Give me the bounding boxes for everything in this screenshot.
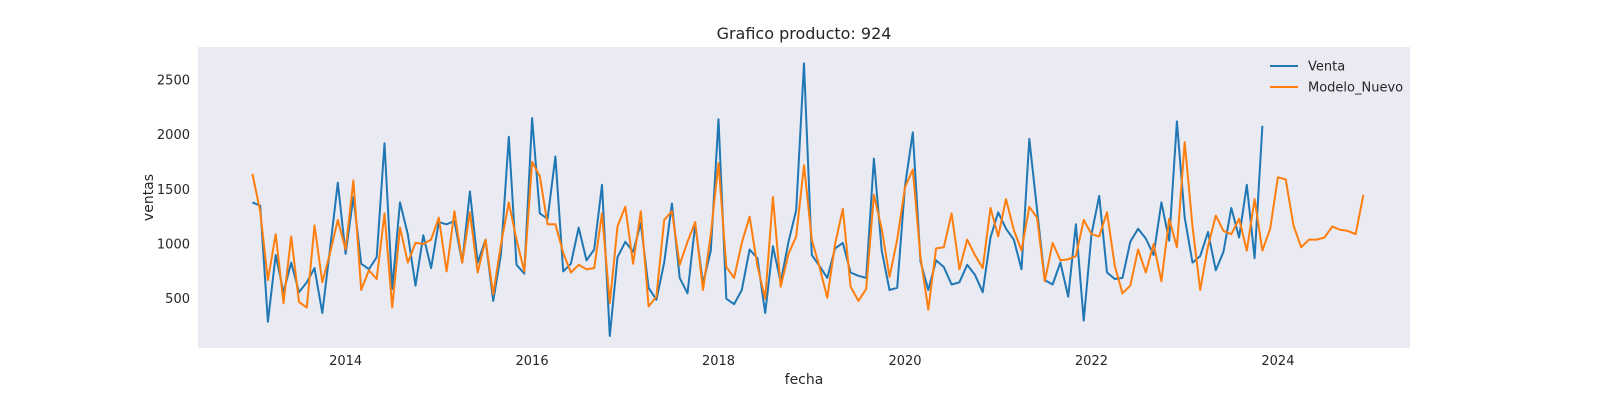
- series-layer: [251, 62, 1365, 337]
- y-tick-label: 500: [165, 292, 190, 307]
- y-tick-label: 1500: [157, 183, 190, 198]
- series-line-modelo-nuevo: [251, 141, 1365, 311]
- y-tick-label: 1000: [157, 238, 190, 253]
- legend-label-venta: Venta: [1308, 60, 1345, 75]
- x-tick-label: 2024: [1261, 354, 1294, 369]
- series-line-venta: [252, 62, 1264, 337]
- y-tick-label: 2500: [157, 73, 190, 88]
- x-tick-label: 2014: [329, 354, 362, 369]
- y-tick-label: 2000: [157, 128, 190, 143]
- x-axis-label: fecha: [785, 372, 824, 388]
- x-tick-label: 2022: [1075, 354, 1108, 369]
- x-tick-label: 2016: [516, 354, 549, 369]
- chart-title: Grafico producto: 924: [717, 24, 892, 43]
- legend-label-modelo-nuevo: Modelo_Nuevo: [1308, 81, 1403, 96]
- x-tick-label: 2018: [702, 354, 735, 369]
- x-tick-label: 2020: [888, 354, 921, 369]
- legend: Venta Modelo_Nuevo: [1270, 60, 1403, 96]
- plot-area: [198, 47, 1410, 348]
- y-axis-label: ventas: [141, 174, 157, 221]
- y-axis-ticks: 500 1000 1500 2000 2500: [157, 73, 190, 307]
- x-axis-ticks: 2014 2016 2018 2020 2022 2024: [329, 354, 1294, 369]
